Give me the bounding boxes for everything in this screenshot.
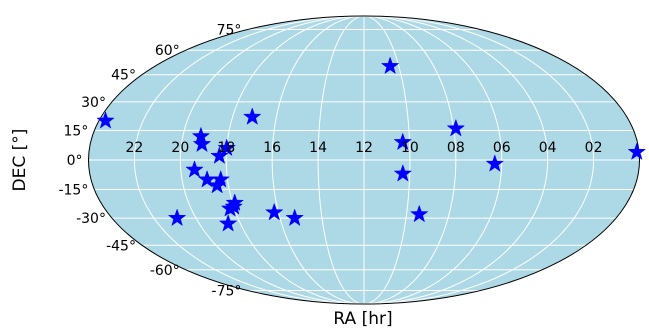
star-marker: [217, 138, 237, 157]
ra-tick-label: 12: [355, 140, 373, 156]
star-marker: [393, 132, 413, 151]
star-marker: [185, 160, 204, 178]
dec-tick-label: 45°: [111, 68, 136, 84]
dec-tick-label: -30°: [76, 211, 106, 227]
grid-meridian: [363, 16, 595, 304]
dec-tick-label: 30°: [81, 95, 106, 111]
star-marker: [380, 56, 400, 75]
grid-meridian: [179, 16, 365, 304]
dec-tick-label: -45°: [106, 238, 136, 254]
ra-tick-label: 22: [126, 140, 144, 156]
ra-tick-label: 06: [493, 140, 511, 156]
star-marker: [218, 213, 238, 232]
dec-tick-label: 75°: [217, 23, 242, 39]
grid-meridian: [317, 16, 365, 304]
dec-tick-labels: -75° -60° -45°-30° -15° 0° 15° 30° 45° 60° 75°: [58, 23, 241, 300]
ra-tick-label: 14: [309, 140, 327, 156]
grid-meridian: [133, 16, 365, 304]
star-marker: [446, 118, 466, 137]
grid-lines: [88, 16, 640, 304]
star-marker: [167, 208, 187, 227]
grid-meridian: [271, 16, 365, 304]
star-marker: [264, 202, 284, 221]
ra-tick-label: 10: [401, 140, 419, 156]
ra-tick-label: 20: [171, 140, 189, 156]
star-marker: [242, 107, 262, 125]
grid-meridian: [363, 16, 503, 304]
dec-tick-label: 0°: [67, 153, 83, 169]
dec-tick-label: 60°: [155, 43, 180, 59]
dec-tick-label: -60°: [150, 263, 180, 279]
grid-meridian: [363, 16, 411, 304]
star-marker: [409, 204, 429, 223]
grid-meridian: [363, 16, 457, 304]
dec-tick-label: 15°: [64, 124, 89, 140]
y-axis-label: DEC [°]: [10, 129, 30, 192]
star-marker: [192, 134, 212, 153]
star-marker: [627, 142, 647, 161]
star-marker: [393, 164, 413, 182]
dec-tick-label: -75°: [212, 283, 242, 299]
star-marker: [96, 111, 115, 129]
grid-meridian: [363, 16, 549, 304]
x-axis-label: RA [hr]: [333, 309, 392, 329]
star-marker: [210, 146, 229, 164]
star-marker: [211, 169, 231, 188]
grid-meridian: [225, 16, 365, 304]
data-points: [96, 56, 647, 232]
star-marker: [225, 193, 245, 211]
ra-tick-labels: 22 20 18 16 14 12 10 08 06 04 02: [126, 140, 603, 156]
sky-outline: [88, 15, 640, 305]
star-marker: [485, 154, 505, 172]
ra-tick-label: 04: [539, 140, 557, 156]
dec-tick-label: -15°: [58, 182, 88, 198]
ra-tick-label: 18: [217, 140, 235, 156]
star-marker: [285, 208, 304, 227]
ra-tick-label: 08: [447, 140, 465, 156]
ra-tick-label: 16: [263, 140, 281, 156]
ra-tick-label: 02: [585, 140, 603, 156]
